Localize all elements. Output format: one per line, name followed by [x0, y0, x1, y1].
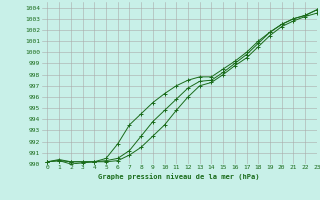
- X-axis label: Graphe pression niveau de la mer (hPa): Graphe pression niveau de la mer (hPa): [99, 173, 260, 180]
